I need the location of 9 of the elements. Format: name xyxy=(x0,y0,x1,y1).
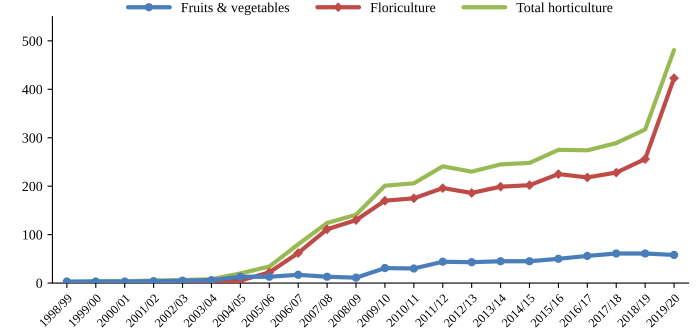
y-tick-label: 0 xyxy=(36,278,42,288)
y-tick-label: 200 xyxy=(22,182,42,192)
legend-label: Total horticulture xyxy=(516,2,612,12)
y-tick-label: 100 xyxy=(23,230,42,240)
y-tick-label: 500 xyxy=(22,36,42,46)
y-tick-label: 300 xyxy=(22,133,42,143)
y-tick-label: 400 xyxy=(22,84,42,94)
legend-label: Fruits & vegetables xyxy=(181,2,290,16)
legend-label: Floriculture xyxy=(370,2,436,12)
